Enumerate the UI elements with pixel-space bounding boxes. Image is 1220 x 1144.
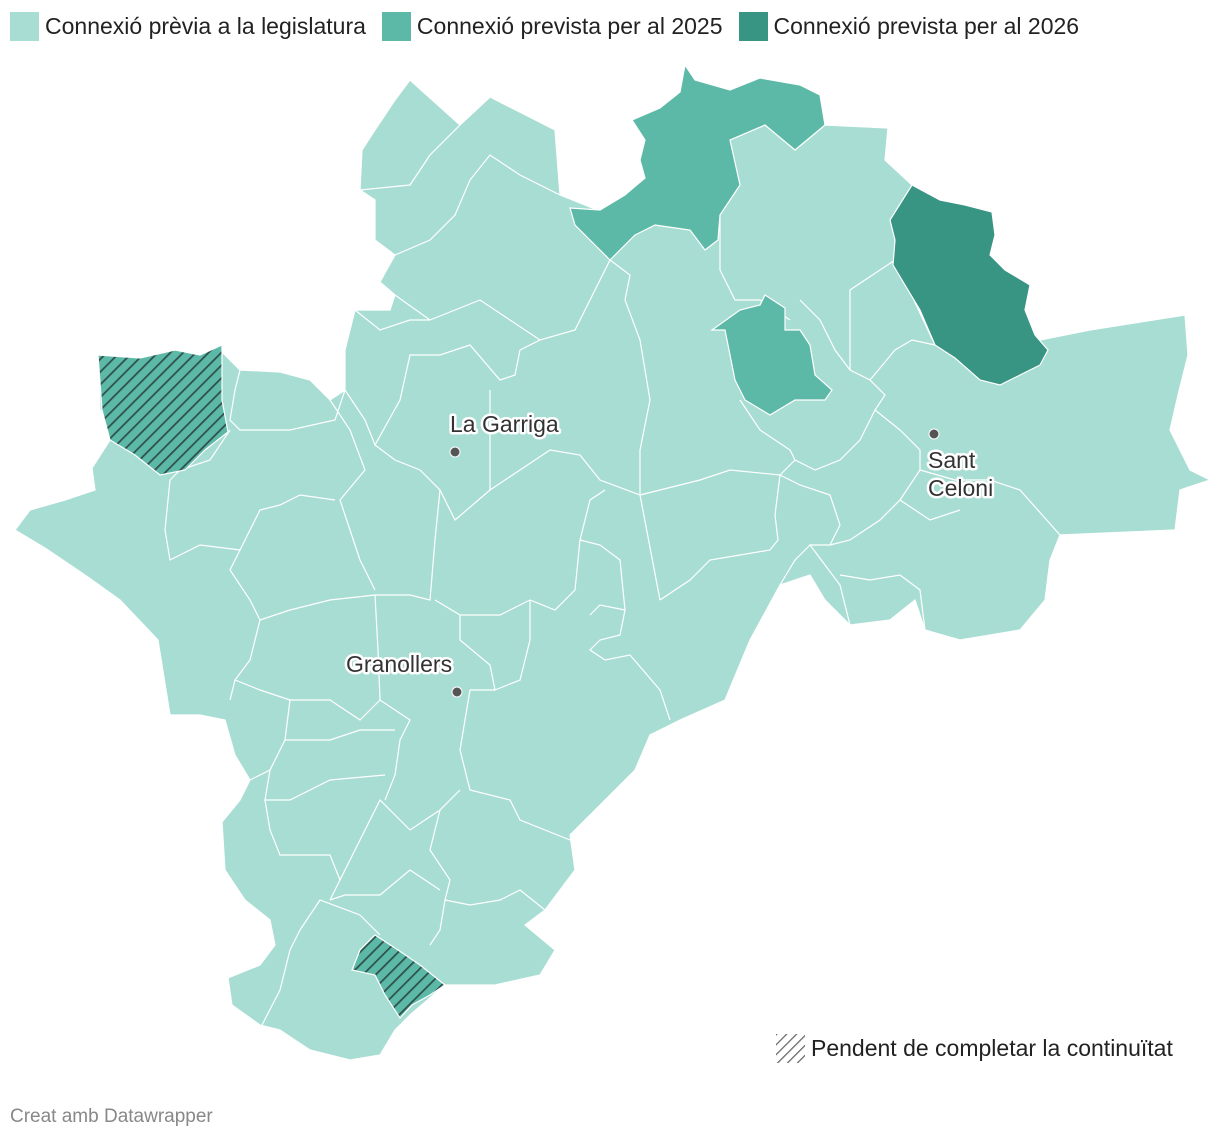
- legend-label-2025: Connexió prevista per al 2025: [416, 13, 723, 39]
- legend-label-previous: Connexió prèvia a la legislatura: [45, 13, 366, 39]
- region-2026-northeast: [889, 184, 1049, 386]
- map-legend: Connexió prèvia a la legislatura Connexi…: [10, 12, 1095, 41]
- legend-item-2026: Connexió prevista per al 2026: [738, 12, 1080, 41]
- pending-label: Pendent de completar la continuïtat: [811, 1035, 1173, 1061]
- la-garriga-label: La Garriga: [450, 411, 559, 437]
- pending-legend: Pendent de completar la continuïtat: [776, 1034, 1173, 1063]
- legend-item-2025: Connexió prevista per al 2025: [381, 12, 723, 41]
- sant-celoni-dot: [928, 428, 940, 440]
- credit-text: Creat amb Datawrapper: [10, 1106, 213, 1127]
- sant-celoni-label-line2: Celoni: [928, 475, 993, 501]
- region-pending-south: [351, 934, 447, 1019]
- legend-swatch-2025: [381, 12, 411, 41]
- legend-label-2026: Connexió prevista per al 2026: [773, 13, 1080, 39]
- municipal-borders: [164, 124, 1061, 1026]
- region-2025-north: [569, 63, 826, 261]
- granollers-label: Granollers: [346, 651, 452, 677]
- la-garriga-dot: [449, 446, 461, 458]
- hatch-swatch: [776, 1034, 805, 1063]
- legend-item-previous: Connexió prèvia a la legislatura: [10, 12, 366, 41]
- legend-swatch-2026: [738, 12, 768, 41]
- region-pending-northwest: [97, 344, 229, 476]
- legend-swatch-previous: [10, 12, 39, 41]
- granollers-dot: [451, 686, 463, 698]
- sant-celoni-label-line1: Sant: [928, 447, 976, 473]
- region-2025-center: [710, 294, 833, 416]
